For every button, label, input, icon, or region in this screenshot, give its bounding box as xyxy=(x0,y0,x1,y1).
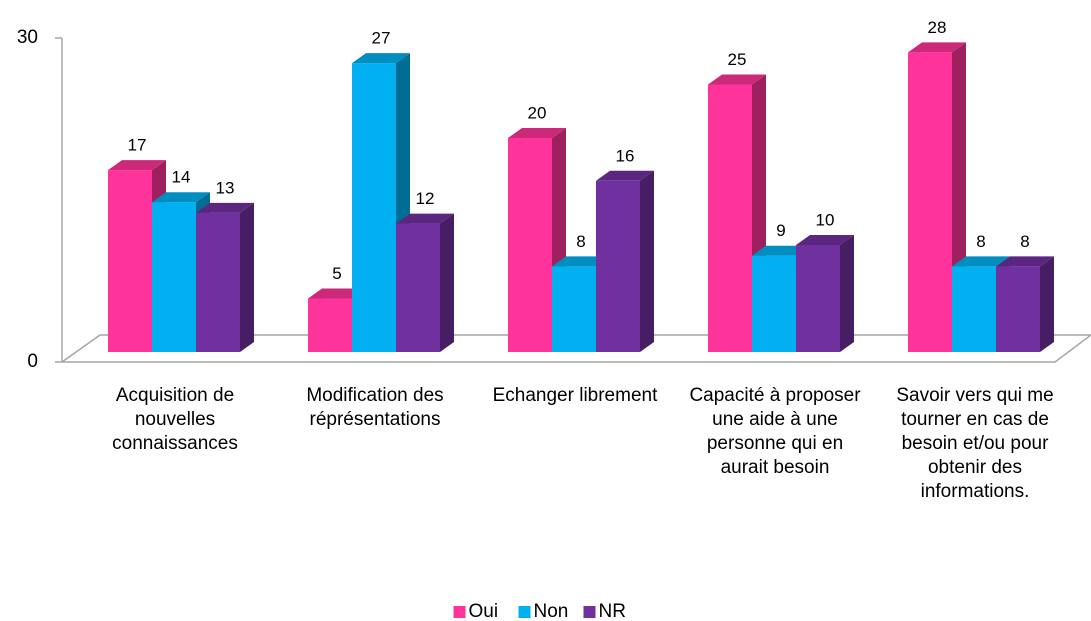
legend-label: Non xyxy=(534,601,569,621)
value-label: 10 xyxy=(816,210,835,229)
bar-top xyxy=(552,256,610,267)
value-label: 9 xyxy=(776,221,785,240)
bar-top xyxy=(796,235,854,245)
bar-top xyxy=(108,160,166,171)
legend-swatch xyxy=(583,606,596,618)
value-label: 20 xyxy=(528,103,547,122)
bar-top xyxy=(996,256,1054,267)
bar-top xyxy=(596,170,654,181)
y-tick-label: 30 xyxy=(17,27,38,48)
bar-top xyxy=(908,42,966,53)
value-label: 5 xyxy=(332,264,341,283)
bar-top xyxy=(508,128,566,138)
bar-front xyxy=(796,245,840,352)
bar-top xyxy=(752,245,810,256)
x-tick-label: Modification des réprésentations xyxy=(306,385,444,430)
value-label: 16 xyxy=(616,146,635,165)
bar-top xyxy=(952,256,1010,267)
bar xyxy=(396,213,454,352)
bar-top xyxy=(352,53,410,64)
bar-top xyxy=(708,74,766,85)
bar-side xyxy=(240,202,254,352)
bar xyxy=(596,170,654,352)
value-label: 8 xyxy=(976,232,985,251)
value-label: 12 xyxy=(416,189,435,208)
floor-front xyxy=(62,334,1091,363)
bar-front xyxy=(952,266,996,352)
bar-front xyxy=(108,170,152,352)
bar-side xyxy=(440,213,454,352)
bar-top xyxy=(152,192,210,203)
bar-top xyxy=(196,202,254,213)
x-tick-label: Capacité à proposer une aide à une perso… xyxy=(689,385,861,478)
bar-front xyxy=(596,180,640,352)
value-label: 17 xyxy=(128,136,147,155)
value-label: 8 xyxy=(576,232,585,251)
x-tick-label: Echanger librement xyxy=(492,385,658,406)
bar-top xyxy=(308,288,366,299)
legend-swatch xyxy=(518,606,531,618)
value-label: 13 xyxy=(216,178,235,197)
x-tick-label: Acquisition de nouvelles connaissances xyxy=(112,385,238,454)
bar xyxy=(796,235,854,352)
legend-label: Oui xyxy=(469,601,499,621)
bar-front xyxy=(996,266,1040,352)
bar-top xyxy=(396,213,454,224)
bar-front xyxy=(508,138,552,352)
bar-front xyxy=(352,63,396,352)
value-label: 14 xyxy=(172,168,191,187)
bar-side xyxy=(1040,256,1054,352)
y-tick-label: 0 xyxy=(27,351,38,372)
bar-front xyxy=(908,52,952,353)
bar-side xyxy=(640,170,654,352)
bar-front xyxy=(708,84,752,352)
bar-front xyxy=(152,202,196,352)
bar xyxy=(196,202,254,352)
bar xyxy=(996,256,1054,352)
bar-side xyxy=(840,235,854,352)
value-label: 8 xyxy=(1020,232,1029,251)
bar-front xyxy=(396,223,440,352)
bar-front xyxy=(552,266,596,352)
bar-front xyxy=(752,255,796,352)
legend-swatch xyxy=(453,606,466,618)
value-label: 27 xyxy=(372,29,391,48)
legend-label: NR xyxy=(599,601,626,621)
bar-front xyxy=(196,212,240,352)
x-tick-label: Savoir vers qui me tourner en cas de bes… xyxy=(896,385,1054,502)
value-label: 25 xyxy=(728,50,747,69)
value-label: 28 xyxy=(928,18,947,37)
bar-front xyxy=(308,298,352,352)
